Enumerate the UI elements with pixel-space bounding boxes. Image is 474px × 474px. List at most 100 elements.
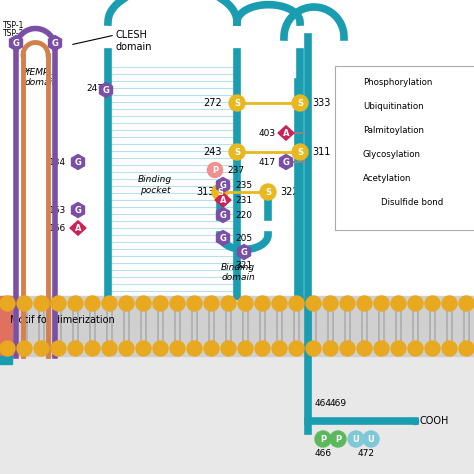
Circle shape bbox=[292, 144, 308, 160]
Circle shape bbox=[119, 296, 134, 311]
Text: 243: 243 bbox=[203, 147, 222, 157]
Text: G: G bbox=[219, 234, 227, 243]
Circle shape bbox=[272, 341, 287, 356]
Text: 205: 205 bbox=[235, 234, 252, 243]
Text: 235: 235 bbox=[235, 181, 252, 190]
Text: G: G bbox=[241, 247, 247, 256]
Text: A: A bbox=[283, 128, 289, 137]
Circle shape bbox=[306, 341, 321, 356]
Text: 166: 166 bbox=[49, 224, 66, 233]
Text: G: G bbox=[52, 38, 58, 47]
Circle shape bbox=[342, 195, 356, 209]
Circle shape bbox=[229, 95, 245, 111]
Circle shape bbox=[153, 341, 168, 356]
Text: 247: 247 bbox=[86, 83, 103, 92]
Text: U: U bbox=[368, 435, 374, 444]
Circle shape bbox=[292, 95, 308, 111]
Polygon shape bbox=[72, 202, 84, 218]
Text: 311: 311 bbox=[312, 147, 330, 157]
Circle shape bbox=[340, 296, 355, 311]
Circle shape bbox=[408, 341, 423, 356]
Bar bbox=[0, 296, 12, 356]
Text: P: P bbox=[320, 435, 326, 444]
Circle shape bbox=[272, 296, 287, 311]
Bar bbox=[0, 356, 474, 474]
Polygon shape bbox=[342, 172, 356, 184]
Text: S: S bbox=[297, 147, 303, 156]
Text: 469: 469 bbox=[329, 400, 346, 409]
Circle shape bbox=[357, 296, 372, 311]
Circle shape bbox=[0, 341, 15, 356]
Text: Motif for dimerization: Motif for dimerization bbox=[10, 315, 115, 325]
Circle shape bbox=[330, 431, 346, 447]
Text: Disulfide bond: Disulfide bond bbox=[381, 198, 443, 207]
Polygon shape bbox=[48, 36, 62, 51]
Circle shape bbox=[34, 341, 49, 356]
Text: P: P bbox=[346, 126, 352, 135]
Circle shape bbox=[342, 75, 356, 89]
Polygon shape bbox=[215, 193, 231, 207]
Text: 403: 403 bbox=[259, 128, 276, 137]
Circle shape bbox=[208, 163, 222, 177]
Circle shape bbox=[212, 184, 228, 200]
Circle shape bbox=[340, 341, 355, 356]
Bar bbox=[0, 296, 474, 356]
Bar bbox=[0, 356, 12, 364]
Text: G: G bbox=[346, 149, 352, 158]
Circle shape bbox=[153, 296, 168, 311]
Text: Binding
domain: Binding domain bbox=[221, 263, 255, 283]
Circle shape bbox=[362, 195, 376, 209]
Circle shape bbox=[315, 431, 331, 447]
Circle shape bbox=[255, 296, 270, 311]
Polygon shape bbox=[278, 126, 294, 140]
Circle shape bbox=[260, 184, 276, 200]
Circle shape bbox=[306, 296, 321, 311]
Circle shape bbox=[136, 341, 151, 356]
Text: CLESH
domain: CLESH domain bbox=[116, 30, 153, 52]
Text: U: U bbox=[353, 435, 359, 444]
Circle shape bbox=[289, 341, 304, 356]
Text: 163: 163 bbox=[49, 206, 66, 215]
Text: 466: 466 bbox=[314, 449, 331, 458]
Circle shape bbox=[229, 144, 245, 160]
Circle shape bbox=[0, 296, 15, 311]
Circle shape bbox=[85, 296, 100, 311]
Polygon shape bbox=[217, 208, 229, 222]
Circle shape bbox=[391, 296, 406, 311]
Circle shape bbox=[357, 341, 372, 356]
Circle shape bbox=[102, 296, 117, 311]
Circle shape bbox=[459, 341, 474, 356]
Text: 321: 321 bbox=[236, 262, 253, 271]
Polygon shape bbox=[237, 245, 250, 259]
Text: A: A bbox=[75, 224, 81, 233]
Text: TSP-1: TSP-1 bbox=[3, 20, 25, 29]
Circle shape bbox=[102, 341, 117, 356]
Circle shape bbox=[187, 341, 202, 356]
Polygon shape bbox=[280, 155, 292, 170]
Circle shape bbox=[136, 296, 151, 311]
Polygon shape bbox=[217, 230, 229, 246]
Circle shape bbox=[425, 341, 440, 356]
Text: 472: 472 bbox=[357, 449, 374, 458]
Circle shape bbox=[408, 296, 423, 311]
Text: 231: 231 bbox=[235, 195, 252, 204]
Text: 333: 333 bbox=[312, 98, 330, 108]
Text: 417: 417 bbox=[259, 157, 276, 166]
Polygon shape bbox=[9, 36, 22, 51]
Text: S: S bbox=[265, 188, 271, 197]
Text: COOH: COOH bbox=[420, 416, 449, 426]
Circle shape bbox=[51, 341, 66, 356]
Circle shape bbox=[323, 296, 338, 311]
Text: Binding
pocket: Binding pocket bbox=[138, 175, 172, 195]
Circle shape bbox=[85, 341, 100, 356]
Circle shape bbox=[348, 431, 364, 447]
Circle shape bbox=[342, 123, 356, 137]
Circle shape bbox=[68, 296, 83, 311]
Text: PfEMP-1
domain: PfEMP-1 domain bbox=[22, 68, 58, 87]
Circle shape bbox=[363, 431, 379, 447]
Circle shape bbox=[187, 296, 202, 311]
Text: Phosphorylation: Phosphorylation bbox=[363, 78, 432, 86]
Circle shape bbox=[374, 341, 389, 356]
Polygon shape bbox=[70, 221, 86, 235]
Circle shape bbox=[391, 341, 406, 356]
